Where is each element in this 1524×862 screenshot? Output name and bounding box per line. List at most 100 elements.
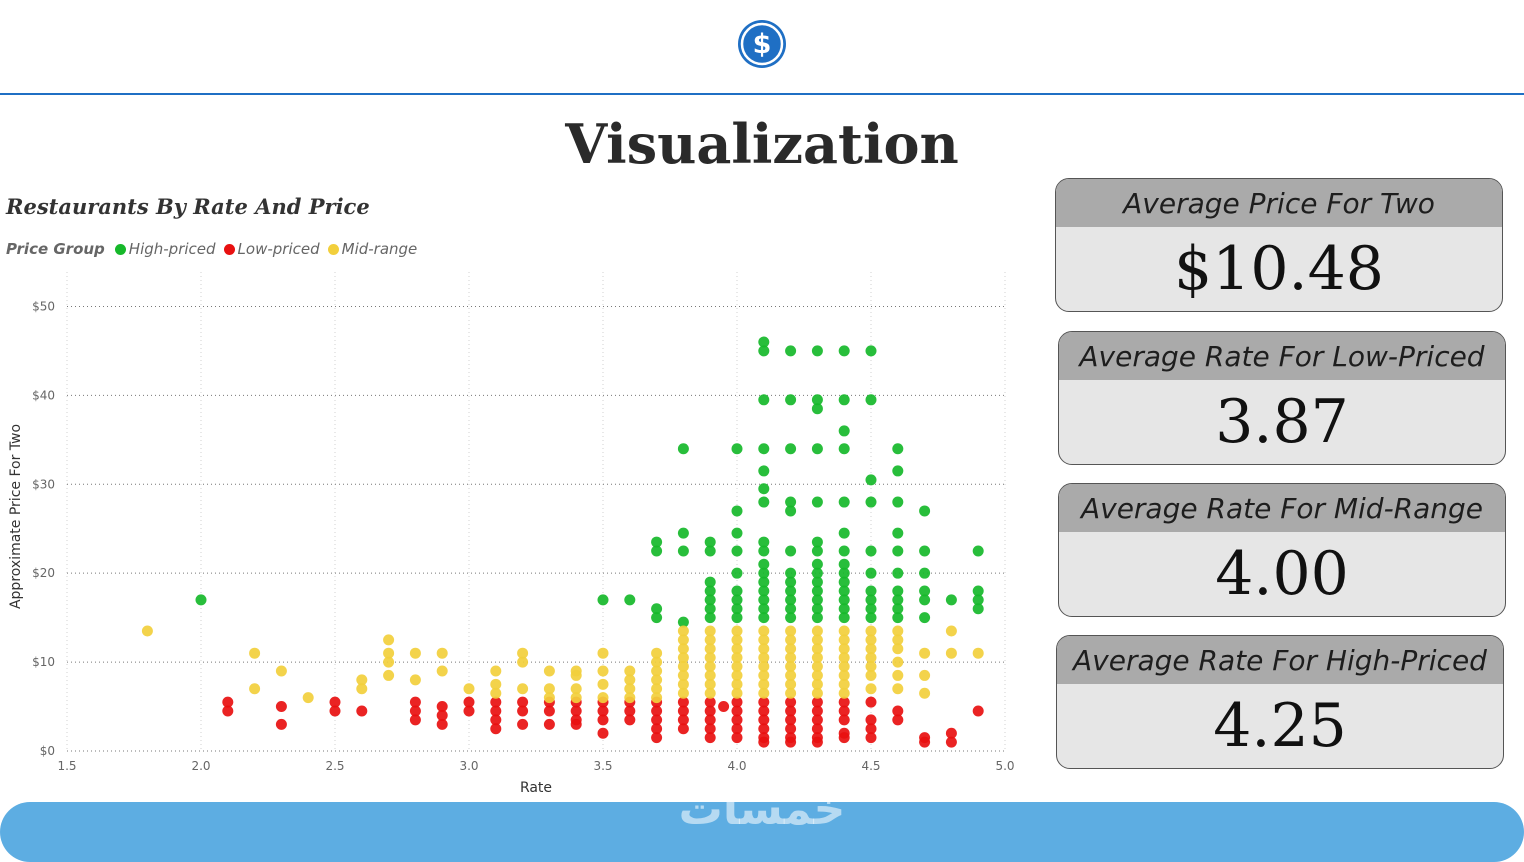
- scatter-point-high-priced: [677, 616, 689, 628]
- scatter-point-high-priced: [597, 594, 609, 606]
- kpi-label: Average Rate For Low-Priced: [1059, 332, 1505, 380]
- scatter-point-mid-range: [731, 678, 743, 690]
- scatter-point-high-priced: [704, 603, 716, 615]
- scatter-point-high-priced: [758, 576, 770, 588]
- scatter-point-mid-range: [517, 647, 529, 659]
- scatter-point-low-priced: [570, 718, 582, 730]
- scatter-point-mid-range: [383, 634, 395, 646]
- scatter-point-high-priced: [892, 545, 904, 557]
- scatter-point-low-priced: [731, 732, 743, 744]
- kpi-value: 3.87: [1215, 387, 1349, 457]
- scatter-point-high-priced: [892, 603, 904, 615]
- scatter-point-high-priced: [811, 496, 823, 508]
- y-tick-label: $10: [32, 655, 55, 669]
- x-axis-label: Rate: [520, 780, 552, 796]
- x-tick-label: 2.5: [325, 759, 344, 773]
- y-tick-label: $40: [32, 388, 55, 402]
- scatter-point-mid-range: [704, 652, 716, 664]
- scatter-point-high-priced: [945, 594, 957, 606]
- scatter-point-mid-range: [811, 669, 823, 681]
- scatter-point-high-priced: [865, 612, 877, 624]
- scatter-point-mid-range: [570, 669, 582, 681]
- x-tick-label: 4.0: [727, 759, 746, 773]
- scatter-point-high-priced: [785, 612, 797, 624]
- scatter-point-low-priced: [597, 727, 609, 739]
- scatter-point-high-priced: [919, 594, 931, 606]
- scatter-point-mid-range: [865, 643, 877, 655]
- scatter-point-high-priced: [731, 585, 743, 597]
- scatter-point-high-priced: [731, 594, 743, 606]
- scatter-point-high-priced: [758, 496, 770, 508]
- scatter-point-mid-range: [785, 634, 797, 646]
- scatter-point-low-priced: [704, 732, 716, 744]
- scatter-point-high-priced: [892, 585, 904, 597]
- scatter-point-high-priced: [892, 567, 904, 579]
- legend-label: Low-priced: [237, 240, 320, 258]
- scatter-point-high-priced: [811, 576, 823, 588]
- scatter-point-high-priced: [785, 585, 797, 597]
- scatter-point-mid-range: [758, 643, 770, 655]
- x-tick-label: 3.0: [459, 759, 478, 773]
- scatter-point-mid-range: [383, 669, 395, 681]
- scatter-point-mid-range: [677, 652, 689, 664]
- scatter-point-low-priced: [677, 705, 689, 717]
- scatter-point-mid-range: [436, 665, 448, 677]
- scatter-point-low-priced: [704, 714, 716, 726]
- scatter-point-mid-range: [758, 634, 770, 646]
- scatter-point-high-priced: [865, 345, 877, 357]
- x-tick-label: 4.5: [861, 759, 880, 773]
- scatter-point-mid-range: [919, 647, 931, 659]
- scatter-point-low-priced: [490, 714, 502, 726]
- scatter-point-high-priced: [892, 443, 904, 455]
- scatter-point-mid-range: [945, 647, 957, 659]
- scatter-point-mid-range: [785, 643, 797, 655]
- scatter-point-high-priced: [785, 567, 797, 579]
- scatter-point-low-priced: [811, 736, 823, 748]
- scatter-point-high-priced: [919, 545, 931, 557]
- dollar-icon: $: [738, 20, 786, 68]
- scatter-point-mid-range: [249, 647, 261, 659]
- scatter-point-mid-range: [356, 683, 368, 695]
- scatter-point-mid-range: [624, 665, 636, 677]
- scatter-point-high-priced: [758, 612, 770, 624]
- scatter-point-low-priced: [838, 705, 850, 717]
- scatter-point-high-priced: [838, 345, 850, 357]
- header-divider: [0, 93, 1524, 95]
- scatter-point-mid-range: [597, 678, 609, 690]
- scatter-point-mid-range: [945, 625, 957, 637]
- scatter-point-mid-range: [811, 643, 823, 655]
- logo-symbol: $: [753, 29, 772, 60]
- scatter-point-mid-range: [811, 687, 823, 699]
- legend-item-low-priced[interactable]: Low-priced: [223, 240, 320, 258]
- scatter-point-low-priced: [865, 723, 877, 735]
- scatter-point-high-priced: [785, 443, 797, 455]
- legend-item-mid-range[interactable]: Mid-range: [327, 240, 417, 258]
- scatter-point-high-priced: [972, 594, 984, 606]
- scatter-point-mid-range: [597, 665, 609, 677]
- legend-item-high-priced[interactable]: High-priced: [114, 240, 216, 258]
- scatter-point-mid-range: [785, 678, 797, 690]
- scatter-point-low-priced: [758, 696, 770, 708]
- scatter-point-low-priced: [517, 696, 529, 708]
- y-tick-label: $50: [32, 299, 55, 313]
- scatter-point-high-priced: [865, 585, 877, 597]
- scatter-point-mid-range: [677, 661, 689, 673]
- scatter-point-mid-range: [651, 692, 663, 704]
- scatter-point-high-priced: [811, 545, 823, 557]
- scatter-point-low-priced: [543, 718, 555, 730]
- scatter-point-mid-range: [543, 665, 555, 677]
- kpi-card-rate-high-priced: Average Rate For High-Priced 4.25: [1056, 635, 1504, 769]
- scatter-point-low-priced: [409, 696, 421, 708]
- scatter-point-high-priced: [651, 612, 663, 624]
- scatter-point-mid-range: [838, 625, 850, 637]
- scatter-point-high-priced: [731, 527, 743, 539]
- scatter-point-high-priced: [811, 394, 823, 406]
- scatter-point-high-priced: [624, 594, 636, 606]
- scatter-point-mid-range: [865, 652, 877, 664]
- scatter-chart[interactable]: $0 $10 $20 $30 $40 $50 1.5 2.0 2.5 3.0 3.5 4.0 4.5 5.…: [0, 268, 1040, 800]
- scatter-point-high-priced: [838, 527, 850, 539]
- scatter-point-high-priced: [785, 576, 797, 588]
- scatter-point-mid-range: [356, 674, 368, 686]
- scatter-point-high-priced: [811, 345, 823, 357]
- scatter-point-low-priced: [677, 723, 689, 735]
